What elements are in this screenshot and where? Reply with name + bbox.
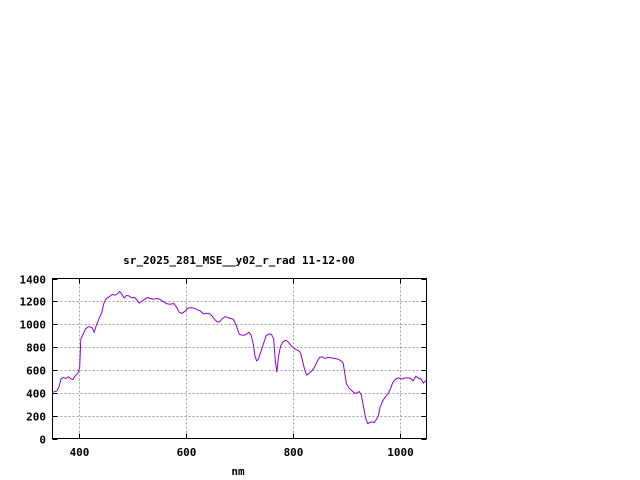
y-tick-label: 1400 (20, 274, 47, 287)
y-tick-label: 400 (26, 388, 46, 401)
x-tick-label: 400 (70, 446, 90, 459)
ticks: 0 200 400 600 800 1000 1200 1400 400 600 800 1000 (20, 274, 427, 459)
chart-title: sr_2025_281_MSE__y02_r_rad 11-12-00 (123, 254, 355, 267)
plot-border (52, 278, 427, 439)
y-tick-label: 800 (26, 342, 46, 355)
x-tick-label: 600 (177, 446, 197, 459)
y-tick-label: 0 (39, 434, 46, 447)
x-tick-label: 1000 (387, 446, 414, 459)
x-tick-label: 800 (284, 446, 304, 459)
y-tick-label: 1200 (20, 296, 47, 309)
grid (52, 278, 427, 439)
y-tick-label: 600 (26, 365, 46, 378)
series-line (52, 290, 427, 425)
x-axis-label: nm (231, 465, 245, 478)
y-tick-label: 200 (26, 411, 46, 424)
y-tick-label: 1000 (20, 319, 47, 332)
